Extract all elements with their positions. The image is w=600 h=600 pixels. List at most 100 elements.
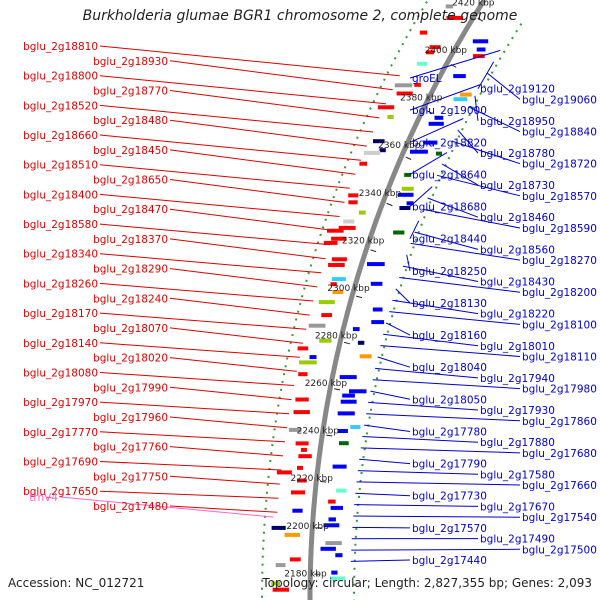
reverse-gene-label: bglu_2g17580 <box>480 469 555 481</box>
gene-block <box>410 149 428 154</box>
leader-line <box>395 288 411 304</box>
leader-line <box>409 118 464 143</box>
forward-gene-label: bglu_2g18930 <box>93 56 168 68</box>
reverse-gene-label: bglu_2g17980 <box>522 384 597 396</box>
leader-line <box>370 390 411 400</box>
leader-line <box>409 83 482 111</box>
reverse-gene-label: bglu_2g18110 <box>522 352 597 364</box>
reverse-gene-label: bglu_2g17440 <box>412 555 487 567</box>
leader-line <box>359 458 411 465</box>
gene-block <box>323 523 340 528</box>
reverse-gene-label: bglu_2g18100 <box>522 319 597 331</box>
forward-gene-label: bglu_2g18260 <box>23 278 98 290</box>
leader-line <box>169 475 280 485</box>
gene-block <box>300 447 307 452</box>
leader-line <box>99 253 322 274</box>
gene-block <box>396 91 413 96</box>
forward-gene-label: bglu_2g17480 <box>93 501 168 513</box>
gene-block <box>338 225 356 230</box>
leader-line <box>436 174 521 197</box>
gene-block <box>373 139 385 144</box>
gene-block <box>419 30 428 35</box>
gene-block <box>445 4 454 9</box>
gene-block <box>321 313 333 318</box>
gene-block <box>337 411 355 416</box>
gene-block <box>330 576 346 581</box>
leader-line <box>99 401 290 415</box>
gene-block <box>434 115 444 120</box>
gene-block <box>330 505 343 510</box>
gene-block <box>337 429 348 433</box>
gene-block <box>336 488 347 493</box>
gene-block <box>428 121 444 126</box>
gene-block <box>371 320 385 325</box>
leader-line <box>355 492 411 497</box>
leader-line <box>364 424 411 432</box>
reverse-gene-label: bglu_2g18720 <box>522 159 597 171</box>
ruler-tick <box>326 434 333 437</box>
leader-line <box>169 327 303 344</box>
gene-block <box>335 553 343 558</box>
gene-block <box>319 338 332 343</box>
leader-line <box>169 357 297 372</box>
forward-gene-label: bglu_2g18450 <box>93 145 168 157</box>
gene-block <box>367 262 385 267</box>
gene-block <box>399 206 411 210</box>
forward-gene-label: bglu_2g18140 <box>23 338 98 350</box>
forward-gene-label: bglu_2g18370 <box>93 234 168 246</box>
reverse-gene-label: bglu_2g18040 <box>412 362 487 374</box>
gene-block <box>308 323 326 328</box>
leader-line <box>392 299 479 315</box>
reverse-gene-label: bglu_2g17780 <box>412 427 487 439</box>
gene-block <box>332 464 347 469</box>
reverse-gene-label: groEL <box>412 73 442 85</box>
reverse-gene-label: bglu_2g17930 <box>480 405 555 417</box>
reverse-gene-label: bglu_2g18560 <box>480 244 555 256</box>
reverse-gene-label: bglu_2g17790 <box>412 459 487 471</box>
leader-line <box>99 490 279 499</box>
forward-gene-label: bglu_2g17990 <box>93 382 168 394</box>
reverse-gene-label: bglu_2g19060 <box>522 94 597 106</box>
gene-features <box>271 4 489 592</box>
gene-block <box>271 581 280 586</box>
gene-block <box>309 355 317 360</box>
forward-gene-label: bglu_2g18290 <box>93 264 168 276</box>
reverse-gene-label: bglu_2g19000 <box>412 105 487 117</box>
leader-line <box>414 231 479 250</box>
reverse-gene-label: bglu_2g18840 <box>522 127 597 139</box>
gene-block <box>292 508 303 513</box>
leader-line <box>352 526 411 529</box>
leader-line <box>357 470 479 475</box>
reverse-gene-label: bglu_2g18590 <box>522 223 597 235</box>
leader-line <box>169 119 367 147</box>
reverse-gene-label: bglu_2g18640 <box>412 169 487 181</box>
ruler-ticks: 2420 kbp 2400 kbp 2380 kbp 2360 kbp 2340 kbp… <box>284 0 494 579</box>
leader-line <box>375 367 479 379</box>
gene-block <box>377 105 395 110</box>
gene-block <box>476 47 486 52</box>
gene-block <box>328 499 336 504</box>
forward-gene-label: bglu_2g18660 <box>23 130 98 142</box>
gene-block <box>358 210 366 215</box>
gene-block <box>453 97 468 102</box>
gene-block <box>298 454 312 459</box>
gene-block <box>370 281 383 286</box>
gene-block <box>331 277 346 282</box>
forward-gene-label: bglu_2g18580 <box>23 219 98 231</box>
leader-line <box>356 481 521 486</box>
reverse-gene-label: bglu_2g17570 <box>412 523 487 535</box>
gene-block <box>297 465 303 470</box>
gene-block <box>398 192 414 197</box>
leader-line <box>169 386 292 401</box>
gene-block <box>348 200 358 205</box>
gene-block <box>272 587 289 592</box>
gene-block <box>343 219 355 224</box>
gene-block <box>393 230 405 235</box>
reverse-gene-label: bglu_2g18950 <box>480 116 555 128</box>
leader-line <box>409 186 433 207</box>
reverse-gene-label: bglu_2g18570 <box>522 191 597 203</box>
reverse-gene-label: bglu_2g18440 <box>412 234 487 246</box>
reverse-gene-label: bglu_2g17860 <box>522 416 597 428</box>
gene-block <box>339 375 357 380</box>
forward-gene-label: bglu_2g17970 <box>23 397 98 409</box>
